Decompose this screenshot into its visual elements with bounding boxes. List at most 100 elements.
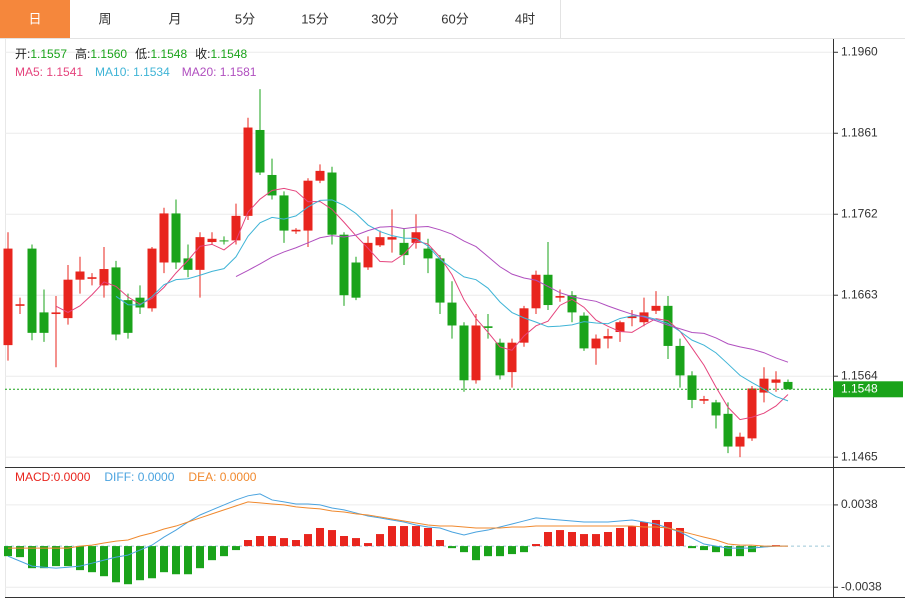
last-price-label: 1.1548 <box>841 381 878 395</box>
tab[interactable] <box>420 0 490 38</box>
macd-bar <box>532 544 540 547</box>
macd-bar <box>676 527 684 547</box>
tab-label[interactable]: 日 <box>28 11 41 26</box>
tab[interactable] <box>0 0 70 38</box>
candle-body <box>723 413 733 447</box>
y-tick-label: 1.1663 <box>841 287 878 301</box>
macd-bar <box>604 532 612 547</box>
tab[interactable] <box>70 0 140 38</box>
candle-body <box>375 237 385 246</box>
macd-bar <box>460 546 468 553</box>
candle-body <box>507 342 517 373</box>
tab-label[interactable]: 15分 <box>301 11 328 26</box>
tab-label[interactable]: 30分 <box>371 11 398 26</box>
macd-bar <box>556 530 564 547</box>
macd-bar <box>424 527 432 547</box>
candle-body <box>207 238 217 243</box>
macd-bar <box>280 538 288 547</box>
macd-bar <box>76 546 84 571</box>
tab[interactable] <box>140 0 210 38</box>
candle-body <box>771 379 781 383</box>
candle-body <box>123 300 133 333</box>
candle-body <box>735 436 745 447</box>
readout: DEA: 0.0000 <box>188 470 256 484</box>
candle-body <box>675 345 685 376</box>
candle-body <box>747 388 757 439</box>
candle-body <box>687 375 697 400</box>
readout: 1.1548 <box>210 47 247 61</box>
tab-label[interactable]: 5分 <box>235 11 255 26</box>
candle-body <box>363 242 373 268</box>
y-tick-label: 1.1861 <box>841 125 878 139</box>
macd-bar <box>628 526 636 547</box>
macd-bar <box>748 546 756 553</box>
macd-bar <box>136 546 144 581</box>
candle-body <box>447 302 457 326</box>
candle-body <box>567 295 577 313</box>
readout: 开: <box>15 47 30 61</box>
macd-bar <box>700 546 708 551</box>
candle-body <box>495 342 505 376</box>
candle-body <box>411 232 421 243</box>
readout: MACD:0.0000 <box>15 470 91 484</box>
candle-body <box>699 399 709 401</box>
readout: DIFF: 0.0000 <box>104 470 174 484</box>
tab[interactable] <box>280 0 350 38</box>
last-price-box <box>833 381 903 398</box>
tab[interactable] <box>490 0 560 38</box>
macd-bar <box>664 522 672 547</box>
macd-line <box>8 501 788 549</box>
candle-body <box>27 248 37 333</box>
candle-body <box>111 267 121 335</box>
macd-bar <box>580 534 588 547</box>
macd-bar <box>40 546 48 569</box>
macd-bar <box>508 546 516 555</box>
macd-bar <box>496 546 504 557</box>
macd-bar <box>4 546 12 557</box>
tab[interactable] <box>210 0 280 38</box>
tab-label[interactable]: 月 <box>168 11 181 26</box>
macd-bar <box>544 532 552 547</box>
tab-label[interactable]: 60分 <box>441 11 468 26</box>
macd-bar <box>400 526 408 547</box>
readout: MA10: 1.1534 <box>95 65 170 79</box>
ma-line <box>115 199 789 402</box>
readout: MA5: 1.1541 <box>15 65 83 79</box>
macd-bar <box>184 546 192 575</box>
tab-label[interactable]: 周 <box>98 11 111 26</box>
candle-body <box>759 378 769 393</box>
candle-body <box>327 172 337 235</box>
macd-bar <box>688 546 696 549</box>
macd-bar <box>568 532 576 547</box>
readout: 低: <box>135 47 150 61</box>
tab[interactable] <box>350 0 420 38</box>
macd-bar <box>484 546 492 557</box>
macd-bar <box>304 534 312 547</box>
macd-bar <box>520 546 528 553</box>
macd-bar <box>196 546 204 569</box>
macd-bar <box>52 546 60 567</box>
candle-body <box>615 322 625 333</box>
candle-body <box>339 234 349 296</box>
candle-body <box>231 215 241 241</box>
macd-bar <box>148 546 156 579</box>
macd-bar <box>220 546 228 557</box>
readout: MA20: 1.1581 <box>182 65 257 79</box>
readout: 收: <box>195 47 210 61</box>
candle-body <box>135 297 145 308</box>
candle-body <box>63 279 73 319</box>
candle-body <box>51 312 61 315</box>
candle-body <box>243 127 253 216</box>
macd-bar <box>268 536 276 547</box>
y-tick-label: 1.1465 <box>841 449 878 463</box>
candle-body <box>291 229 301 232</box>
candle-body <box>159 213 169 263</box>
macd-bar <box>328 530 336 547</box>
candle-body <box>399 242 409 256</box>
macd-bar <box>340 536 348 547</box>
y-tick-label: 1.1762 <box>841 206 878 220</box>
tab-label[interactable]: 4时 <box>515 11 535 26</box>
candle-body <box>651 305 661 311</box>
candle-body <box>15 304 25 306</box>
